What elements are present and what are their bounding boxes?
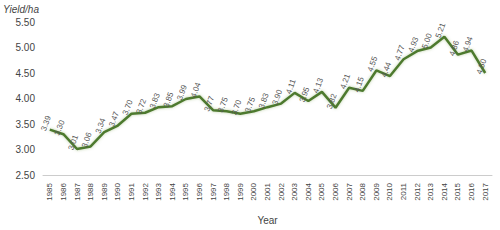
- svg-text:1990: 1990: [113, 182, 122, 200]
- svg-text:Yield/ha: Yield/ha: [3, 4, 39, 15]
- svg-text:4.55: 4.55: [366, 55, 380, 73]
- svg-text:4.04: 4.04: [189, 81, 203, 99]
- svg-text:1989: 1989: [100, 182, 109, 200]
- svg-text:2005: 2005: [317, 182, 326, 200]
- svg-text:3.50: 3.50: [16, 119, 36, 130]
- svg-text:3.85: 3.85: [162, 90, 176, 108]
- svg-text:Year: Year: [257, 215, 278, 226]
- svg-text:1992: 1992: [141, 182, 150, 200]
- svg-text:3.72: 3.72: [134, 97, 148, 115]
- svg-text:4.21: 4.21: [338, 72, 352, 90]
- svg-text:1985: 1985: [45, 182, 54, 200]
- svg-text:3.95: 3.95: [298, 85, 312, 103]
- svg-text:2011: 2011: [399, 182, 408, 200]
- svg-text:3.70: 3.70: [121, 98, 135, 116]
- svg-text:2003: 2003: [290, 182, 299, 200]
- svg-text:3.77: 3.77: [202, 94, 216, 112]
- svg-text:4.44: 4.44: [379, 60, 393, 78]
- svg-text:3.30: 3.30: [53, 118, 67, 136]
- svg-text:2012: 2012: [413, 182, 422, 200]
- svg-text:3.75: 3.75: [216, 96, 230, 114]
- svg-text:5.00: 5.00: [16, 42, 36, 53]
- svg-text:1996: 1996: [195, 182, 204, 200]
- svg-text:3.06: 3.06: [80, 131, 94, 149]
- svg-text:4.93: 4.93: [407, 35, 421, 53]
- svg-text:3.99: 3.99: [175, 83, 189, 101]
- svg-text:4.50: 4.50: [475, 57, 489, 75]
- svg-text:3.34: 3.34: [94, 116, 108, 134]
- svg-text:5.00: 5.00: [420, 32, 434, 50]
- svg-text:2007: 2007: [345, 182, 354, 200]
- svg-text:1995: 1995: [181, 182, 190, 200]
- svg-text:2014: 2014: [440, 182, 449, 200]
- svg-text:2.50: 2.50: [16, 170, 36, 181]
- svg-text:1987: 1987: [73, 182, 82, 200]
- svg-text:2002: 2002: [277, 182, 286, 200]
- svg-text:4.15: 4.15: [352, 75, 366, 93]
- svg-text:1994: 1994: [168, 182, 177, 200]
- svg-text:3.83: 3.83: [148, 91, 162, 109]
- svg-text:3.90: 3.90: [270, 88, 284, 106]
- svg-text:1997: 1997: [209, 182, 218, 200]
- svg-text:1986: 1986: [59, 182, 68, 200]
- svg-text:3.01: 3.01: [66, 133, 80, 151]
- svg-text:2000: 2000: [249, 182, 258, 200]
- svg-text:1988: 1988: [86, 182, 95, 200]
- svg-text:4.00: 4.00: [16, 93, 36, 104]
- svg-text:5.50: 5.50: [16, 17, 36, 28]
- svg-text:2017: 2017: [481, 182, 490, 200]
- svg-text:2006: 2006: [331, 182, 340, 200]
- svg-text:3.70: 3.70: [230, 98, 244, 116]
- svg-text:2009: 2009: [372, 182, 381, 200]
- svg-text:5.21: 5.21: [434, 21, 448, 39]
- svg-text:1999: 1999: [236, 182, 245, 200]
- svg-text:2008: 2008: [358, 182, 367, 200]
- svg-text:4.50: 4.50: [16, 68, 36, 79]
- svg-text:1993: 1993: [154, 182, 163, 200]
- svg-text:3.47: 3.47: [107, 110, 121, 128]
- svg-text:3.39: 3.39: [39, 114, 53, 132]
- svg-text:4.86: 4.86: [447, 39, 461, 57]
- svg-text:1998: 1998: [222, 182, 231, 200]
- svg-text:3.00: 3.00: [16, 144, 36, 155]
- svg-text:2004: 2004: [304, 182, 313, 200]
- svg-text:2001: 2001: [263, 182, 272, 200]
- svg-text:1991: 1991: [127, 182, 136, 200]
- svg-text:2013: 2013: [426, 182, 435, 200]
- svg-text:2016: 2016: [467, 182, 476, 200]
- svg-text:4.11: 4.11: [284, 77, 298, 95]
- svg-text:4.94: 4.94: [461, 35, 475, 53]
- svg-text:2010: 2010: [385, 182, 394, 200]
- svg-text:2015: 2015: [453, 182, 462, 200]
- svg-text:4.13: 4.13: [311, 76, 325, 94]
- svg-text:3.75: 3.75: [243, 96, 257, 114]
- svg-text:3.83: 3.83: [257, 91, 271, 109]
- svg-text:3.82: 3.82: [325, 92, 339, 110]
- svg-text:4.77: 4.77: [393, 43, 407, 61]
